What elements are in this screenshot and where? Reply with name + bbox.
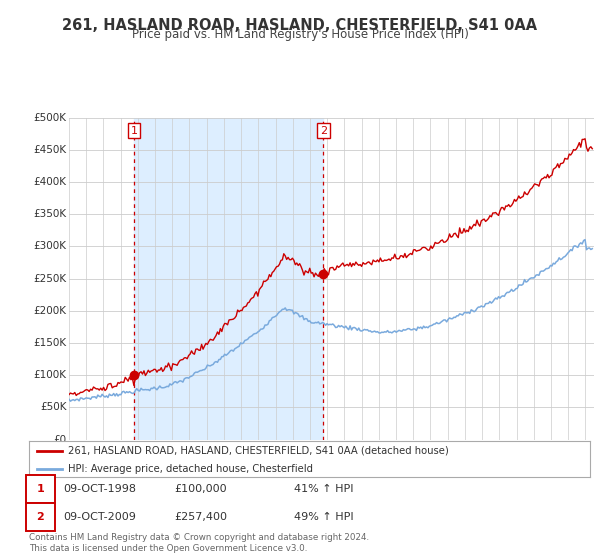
- Text: 20
09: 20 09: [304, 454, 316, 472]
- Text: 261, HASLAND ROAD, HASLAND, CHESTERFIELD, S41 0AA: 261, HASLAND ROAD, HASLAND, CHESTERFIELD…: [62, 18, 538, 33]
- Text: 20
07: 20 07: [270, 454, 281, 472]
- Text: 20
03: 20 03: [201, 454, 212, 472]
- Text: 20
08: 20 08: [287, 454, 298, 472]
- Text: 41% ↑ HPI: 41% ↑ HPI: [294, 484, 353, 494]
- Text: 20
01: 20 01: [167, 454, 178, 472]
- Text: 2: 2: [37, 512, 44, 522]
- Text: 20
16: 20 16: [425, 454, 436, 472]
- Text: £50K: £50K: [40, 403, 67, 412]
- Text: 20
22: 20 22: [528, 454, 539, 472]
- Text: 19
96: 19 96: [81, 454, 92, 472]
- Text: 20
21: 20 21: [511, 454, 522, 472]
- Text: £250K: £250K: [33, 274, 67, 283]
- Text: 20
10: 20 10: [322, 454, 333, 472]
- Text: 20
19: 20 19: [476, 454, 488, 472]
- Text: £300K: £300K: [34, 241, 67, 251]
- Text: Contains HM Land Registry data © Crown copyright and database right 2024.
This d: Contains HM Land Registry data © Crown c…: [29, 533, 369, 553]
- Text: 20
06: 20 06: [253, 454, 264, 472]
- Text: 20
23: 20 23: [545, 454, 557, 472]
- Text: 19
97: 19 97: [98, 454, 109, 472]
- Text: 09-OCT-1998: 09-OCT-1998: [63, 484, 136, 494]
- Text: 20
13: 20 13: [373, 454, 385, 472]
- Text: 2: 2: [320, 125, 327, 136]
- Text: 19
98: 19 98: [115, 454, 126, 472]
- Text: 261, HASLAND ROAD, HASLAND, CHESTERFIELD, S41 0AA (detached house): 261, HASLAND ROAD, HASLAND, CHESTERFIELD…: [68, 446, 449, 456]
- Text: 20
05: 20 05: [236, 454, 247, 472]
- Text: 20
17: 20 17: [442, 454, 453, 472]
- Text: 20
02: 20 02: [184, 454, 195, 472]
- Text: Price paid vs. HM Land Registry's House Price Index (HPI): Price paid vs. HM Land Registry's House …: [131, 28, 469, 41]
- Text: £150K: £150K: [33, 338, 67, 348]
- Text: 20
25: 20 25: [580, 454, 591, 472]
- Bar: [134, 118, 323, 440]
- Text: 1: 1: [37, 484, 44, 494]
- Text: 19
95: 19 95: [64, 454, 74, 472]
- Text: £200K: £200K: [34, 306, 67, 316]
- Text: £0: £0: [53, 435, 67, 445]
- Text: £257,400: £257,400: [174, 512, 227, 522]
- Text: 20
11: 20 11: [339, 454, 350, 472]
- Text: 20
14: 20 14: [391, 454, 401, 472]
- Text: 20
20: 20 20: [494, 454, 505, 472]
- Text: £500K: £500K: [34, 113, 67, 123]
- Text: £100,000: £100,000: [174, 484, 227, 494]
- Text: 20
04: 20 04: [218, 454, 229, 472]
- Text: 20
00: 20 00: [149, 454, 161, 472]
- Text: £100K: £100K: [34, 370, 67, 380]
- Text: 20
12: 20 12: [356, 454, 367, 472]
- Text: 20
15: 20 15: [407, 454, 419, 472]
- Text: 19
99: 19 99: [133, 454, 143, 472]
- Text: 20
18: 20 18: [460, 454, 470, 472]
- Text: HPI: Average price, detached house, Chesterfield: HPI: Average price, detached house, Ches…: [68, 464, 313, 474]
- Text: 20
24: 20 24: [563, 454, 574, 472]
- Text: 49% ↑ HPI: 49% ↑ HPI: [294, 512, 353, 522]
- Text: 1: 1: [130, 125, 137, 136]
- Text: £350K: £350K: [33, 209, 67, 219]
- Text: £400K: £400K: [34, 177, 67, 187]
- Text: £450K: £450K: [33, 145, 67, 155]
- Text: 09-OCT-2009: 09-OCT-2009: [63, 512, 136, 522]
